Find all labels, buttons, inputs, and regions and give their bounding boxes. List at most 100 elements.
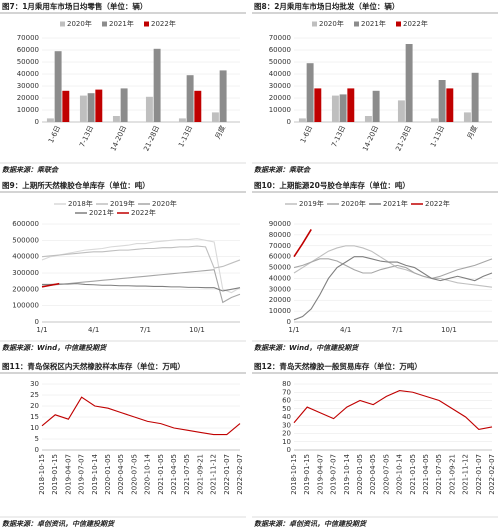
line-series [293,390,493,430]
chart-title: 图8：2月乘用车市场日均批发（单位：辆） [254,1,399,11]
bar [145,96,153,122]
bar [79,95,87,122]
bar [46,118,54,122]
y-tick-label: 20 [282,430,291,438]
y-tick-label: 10 [282,438,291,446]
chart-title: 图12：青岛天然橡胶一般贸易库存（单位：万吨） [254,361,422,371]
y-tick-label: 400000 [12,253,39,261]
y-tick-label: 20 [30,402,39,410]
legend-swatch [144,21,149,27]
x-tick-label: 2020-07-05 [382,454,390,495]
x-tick-label: 2021-11-12 [210,454,218,495]
y-tick-label: 10000 [269,106,291,114]
x-tick-label: 7/1 [392,326,403,334]
bar [306,63,314,122]
x-tick-label: 1-6日 [299,124,314,144]
legend-label: 2018年 [68,199,93,208]
legend-label: 2020年 [319,19,344,28]
y-tick-label: 30 [282,421,291,429]
y-tick-label: 0 [35,318,39,326]
x-tick-label: 1-13日 [429,124,446,148]
legend-label: 2020年 [67,19,92,28]
y-tick-label: 20000 [17,94,39,102]
line-series [293,245,493,288]
x-tick-label: 7-13日 [330,124,347,148]
x-tick-label: 2021-01-05 [157,454,165,495]
legend-label: 2019年 [110,199,135,208]
bar [463,112,471,122]
line-series [41,396,241,436]
bar [298,118,306,122]
bar [95,89,103,122]
bar [438,80,446,122]
y-tick-label: 40000 [17,70,39,78]
y-tick-label: 30000 [17,82,39,90]
source: 数据来源：乘联会 [2,165,59,174]
y-tick-label: 60000 [269,46,291,54]
y-tick-label: 50000 [17,58,39,66]
bar [446,88,454,122]
y-tick-label: 40000 [269,274,291,282]
bar [54,51,62,123]
x-tick-label: 14-20日 [109,124,128,152]
chart-title: 图10：上期能源20号胶仓单库存（单位：吨） [254,180,410,190]
bar [430,118,438,122]
line-series [41,282,60,288]
y-tick-label: 40 [282,413,291,421]
x-tick-label: 2020-07-05 [130,454,138,495]
bar [211,112,219,122]
bar [120,88,128,122]
x-tick-label: 2021-09-21 [448,454,456,495]
bar [112,116,120,122]
y-tick-label: 0 [287,446,291,454]
y-tick-label: 5 [35,435,39,443]
x-tick-label: 2021-04-05 [170,454,178,495]
bar [153,48,161,122]
y-tick-label: 90000 [269,220,291,228]
x-tick-label: 2019-07-07 [330,454,338,495]
y-tick-label: 40000 [269,70,291,78]
y-tick-label: 10000 [17,106,39,114]
bar [364,116,372,122]
x-tick-label: 2019-01-15 [303,454,311,495]
x-tick-label: 2019-10-14 [343,453,351,494]
legend-label: 2019年 [299,199,324,208]
y-tick-label: 0 [287,118,291,126]
legend-label: 2022年 [403,19,428,28]
y-tick-label: 30000 [269,82,291,90]
bar [347,88,355,122]
x-tick-label: 2021-07-05 [183,454,191,495]
y-tick-label: 30 [30,380,39,388]
x-tick-label: 4/1 [88,326,99,334]
x-tick-label: 2019-04-07 [316,454,324,495]
source: 数据来源：乘联会 [254,165,311,174]
x-tick-label: 2020-04-05 [117,454,125,495]
x-tick-label: 2022-01-07 [223,454,231,495]
y-tick-label: 600000 [12,220,39,228]
legend-label: 2022年 [151,19,176,28]
y-tick-label: 70000 [269,34,291,42]
legend-label: 2022年 [425,199,450,208]
x-tick-label: 2021-04-05 [422,454,430,495]
line-series [41,245,241,269]
x-tick-label: 10/1 [189,326,205,334]
chart-title: 图11：青岛保税区内天然橡胶样本库存（单位：万吨） [2,361,185,371]
x-tick-label: 月度 [213,124,227,140]
x-tick-label: 2018-10-15 [290,454,298,495]
line-series [293,256,493,321]
x-tick-label: 7-13日 [78,124,95,148]
line-series [42,283,241,292]
y-tick-label: 20000 [269,296,291,304]
bar [62,90,70,122]
y-tick-label: 30000 [269,285,291,293]
x-tick-label: 2020-10-14 [396,453,404,494]
legend-swatch [60,21,65,27]
bar [405,44,413,122]
line-series [293,229,312,258]
bar [186,75,194,122]
x-tick-label: 2019-04-07 [64,454,72,495]
x-tick-label: 1/1 [36,326,47,334]
y-tick-label: 200000 [12,285,39,293]
x-tick-label: 2019-01-15 [51,454,59,495]
